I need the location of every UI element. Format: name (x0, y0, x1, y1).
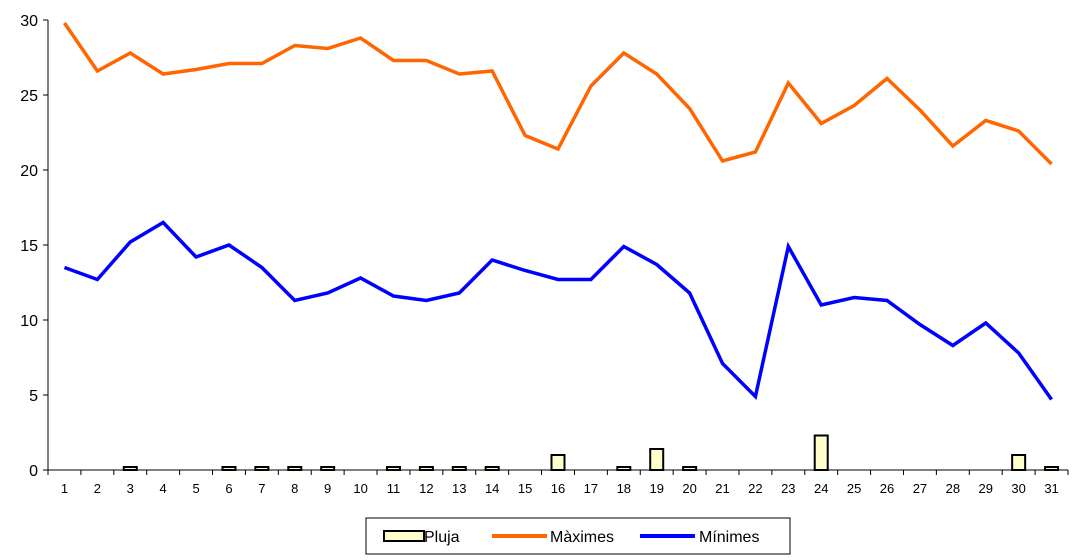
rain-bar (221, 466, 237, 471)
series-line-minimes (63, 220, 1053, 401)
x-tick-label: 11 (387, 481, 401, 496)
rain-bar (451, 466, 467, 471)
y-tick-label: 20 (20, 163, 38, 180)
x-tick-label: 2 (94, 481, 101, 496)
rain-bar (616, 466, 632, 471)
x-tick-label: 15 (518, 481, 532, 496)
y-tick-label: 25 (20, 88, 38, 105)
x-tick-label: 28 (946, 481, 960, 496)
x-tick-label: 20 (682, 481, 696, 496)
x-tick-label: 18 (617, 481, 631, 496)
x-tick-label: 3 (127, 481, 134, 496)
x-tick-label: 12 (419, 481, 433, 496)
rain-bar (813, 434, 829, 471)
x-tick-label: 16 (551, 481, 565, 496)
legend-label: Màximes (550, 529, 614, 546)
y-tick-label: 5 (29, 388, 38, 405)
x-tick-label: 27 (913, 481, 927, 496)
x-tick-label: 24 (814, 481, 828, 496)
rain-bar (254, 466, 270, 471)
rain-bar (320, 466, 336, 471)
y-tick-label: 0 (29, 463, 38, 480)
x-tick-label: 14 (485, 481, 499, 496)
x-tick-label: 29 (979, 481, 993, 496)
x-tick-label: 1 (61, 481, 68, 496)
x-tick-label: 25 (847, 481, 861, 496)
y-tick-label: 30 (20, 13, 38, 30)
x-tick-label: 23 (781, 481, 795, 496)
x-tick-label: 30 (1011, 481, 1025, 496)
x-tick-label: 10 (353, 481, 367, 496)
y-tick-label: 15 (20, 238, 38, 255)
x-tick-label: 5 (192, 481, 199, 496)
temperature-lines (63, 22, 1053, 401)
rain-bar (122, 466, 138, 471)
legend: Pluja Màximes Mínimes (365, 517, 791, 555)
x-tick-label: 4 (160, 481, 167, 496)
y-tick-label: 10 (20, 313, 38, 330)
rain-bar (484, 466, 500, 471)
legend-label: Pluja (424, 529, 460, 546)
x-tick-label: 21 (715, 481, 729, 496)
x-tick-label: 6 (225, 481, 232, 496)
legend-box (365, 517, 791, 555)
rain-bar (550, 454, 566, 471)
x-tick-label: 17 (584, 481, 598, 496)
x-tick-label: 26 (880, 481, 894, 496)
legend-swatch-pluja (383, 530, 425, 542)
legend-label: Mínimes (699, 529, 759, 546)
rain-bar (649, 448, 665, 471)
series-line-maximes (63, 22, 1053, 166)
rain-bars (122, 434, 1060, 471)
rain-bar (385, 466, 401, 471)
rain-bar (682, 466, 698, 471)
x-tick-label: 13 (452, 481, 466, 496)
rain-bar (287, 466, 303, 471)
rain-bar (418, 466, 434, 471)
rain-bar (1011, 454, 1027, 471)
rain-bar (1044, 466, 1060, 471)
x-tick-label: 31 (1044, 481, 1058, 496)
x-tick-label: 22 (748, 481, 762, 496)
x-tick-label: 9 (324, 481, 331, 496)
x-tick-label: 19 (649, 481, 663, 496)
x-tick-label: 8 (291, 481, 298, 496)
x-tick-label: 7 (258, 481, 265, 496)
